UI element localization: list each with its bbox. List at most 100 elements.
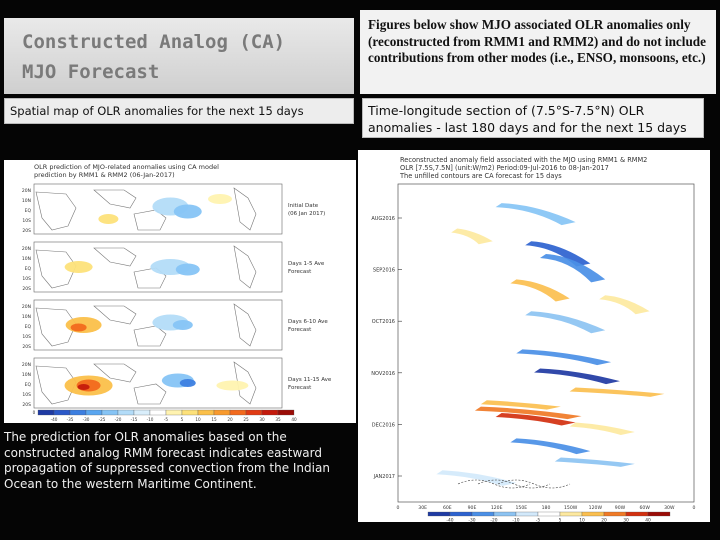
colorbar-label: 40 — [645, 518, 651, 523]
lat-tick-label: 20S — [22, 402, 31, 408]
colorbar-label: -10 — [147, 417, 154, 422]
left-fig-title-2: prediction by RMM1 & RMM2 (06-Jan-2017) — [34, 171, 175, 179]
spatial-map-svg: OLR prediction of MJO-related anomalies … — [22, 163, 332, 422]
colorbar-swatch — [133, 409, 151, 416]
america-outline — [233, 187, 257, 231]
panel-label-1: Days 6-10 Ave — [288, 319, 328, 325]
forecast-summary-text: The prediction for OLR anomalies based o… — [4, 430, 330, 491]
anomaly-blob — [179, 379, 196, 387]
colorbar-swatch — [515, 511, 539, 517]
time-tick-label: AUG2016 — [371, 216, 395, 222]
colorbar-swatch — [165, 409, 183, 416]
right-caption-box: Time-longitude section of (7.5°S-7.5°N) … — [362, 98, 704, 138]
america-outline — [233, 361, 257, 405]
left-fig-title-1: OLR prediction of MJO-related anomalies … — [34, 163, 219, 171]
colorbar-label: -40 — [446, 518, 453, 523]
anomaly-blob — [77, 384, 90, 390]
colorbar-swatch — [117, 409, 135, 416]
lat-tick-label: 10N — [22, 256, 31, 262]
anomaly-band — [599, 295, 650, 315]
time-tick-label: NOV2016 — [371, 371, 395, 377]
colorbar-label: 15 — [211, 417, 217, 422]
asia-outline — [93, 247, 137, 267]
right-fig-title-2: OLR [7.5S,7.5N] (unit:W/m2) Period:09-Ju… — [400, 164, 609, 172]
anomaly-band — [569, 422, 635, 436]
right-fig-title-1: Reconstructed anomaly field associated w… — [400, 156, 647, 164]
description-box: Figures below show MJO associated OLR an… — [360, 10, 716, 94]
colorbar-label: -30 — [468, 518, 475, 523]
anomaly-band — [534, 368, 620, 385]
anomaly-blob — [175, 263, 200, 276]
america-outline — [233, 303, 257, 347]
slide-title-line2: MJO Forecast — [22, 61, 160, 83]
panel-label-1: Days 11-15 Ave — [288, 377, 332, 383]
time-tick-label: SEP2016 — [373, 268, 395, 274]
slide-title-box: Constructed Analog (CA) MJO Forecast — [4, 18, 354, 94]
right-caption: Time-longitude section of (7.5°S-7.5°N) … — [368, 103, 687, 135]
anomaly-band — [480, 400, 561, 410]
forecast-contour — [457, 479, 531, 489]
colorbar-label: 10 — [195, 417, 201, 422]
anomaly-band — [554, 457, 635, 467]
colorbar-swatch — [101, 409, 119, 416]
colorbar-swatch — [53, 409, 71, 416]
colorbar-label: 5 — [559, 518, 562, 523]
lat-tick-label: EQ — [25, 208, 32, 214]
lon-tick-label: 150E — [515, 505, 527, 511]
colorbar-swatch — [149, 409, 167, 416]
colorbar-swatch — [537, 511, 561, 517]
colorbar-label: 30 — [259, 417, 265, 422]
colorbar-label: 40 — [291, 417, 297, 422]
lon-tick-label: 60W — [639, 505, 650, 511]
lat-tick-label: 10S — [22, 392, 31, 398]
lon-tick-label: 30W — [664, 505, 675, 511]
lat-tick-label: 20S — [22, 286, 31, 292]
lon-tick-label: 30E — [418, 505, 427, 511]
lon-tick-label: 60E — [443, 505, 452, 511]
lat-tick-label: 20N — [22, 304, 31, 310]
panel-label-1: Initial Date — [288, 203, 319, 209]
anomaly-blob — [98, 214, 119, 224]
hovmoller-figure: Reconstructed anomaly field associated w… — [358, 150, 710, 524]
asia-outline — [93, 189, 137, 209]
left-caption-box: Spatial map of OLR anomalies for the nex… — [4, 98, 354, 124]
lat-tick-label: 20N — [22, 362, 31, 368]
colorbar-label: 25 — [243, 417, 249, 422]
colorbar-swatch — [427, 511, 451, 517]
colorbar-swatch — [37, 409, 55, 416]
panel-label-2: Forecast — [288, 385, 312, 391]
lon-tick-label: 120W — [589, 505, 603, 511]
panel-label-2: Forecast — [288, 269, 312, 275]
lon-tick-label: 180 — [542, 505, 551, 511]
forecast-contour — [497, 479, 571, 489]
colorbar-swatch — [69, 409, 87, 416]
australia-outline — [133, 383, 167, 405]
africa-outline — [35, 365, 77, 405]
colorbar-swatch — [625, 511, 649, 517]
hovmoller-plot-area — [397, 183, 695, 503]
lat-tick-label: 10N — [22, 198, 31, 204]
anomaly-band — [516, 349, 612, 366]
lat-tick-label: 20S — [22, 228, 31, 234]
colorbar-label: -30 — [83, 417, 90, 422]
anomaly-band — [569, 387, 665, 397]
colorbar-swatch — [85, 409, 103, 416]
spatial-map-figure: OLR prediction of MJO-related anomalies … — [4, 160, 356, 423]
colorbar-label: -35 — [67, 417, 74, 422]
colorbar-swatch — [581, 511, 605, 517]
left-caption: Spatial map of OLR anomalies for the nex… — [10, 104, 304, 118]
hovmoller-svg: Reconstructed anomaly field associated w… — [371, 156, 695, 524]
panel-label-2: (06 Jan 2017) — [288, 211, 325, 217]
africa-outline — [35, 307, 77, 347]
lat-tick-label: EQ — [25, 324, 32, 330]
anomaly-band — [495, 203, 576, 226]
lat-tick-label: 20N — [22, 246, 31, 252]
colorbar-swatch — [229, 409, 247, 416]
anomaly-blob — [64, 261, 93, 273]
anomaly-band — [525, 241, 591, 267]
africa-outline — [35, 249, 77, 289]
colorbar-swatch — [559, 511, 583, 517]
colorbar-label: -40 — [51, 417, 58, 422]
lat-tick-label: 10N — [22, 372, 31, 378]
colorbar-label: 30 — [623, 518, 629, 523]
